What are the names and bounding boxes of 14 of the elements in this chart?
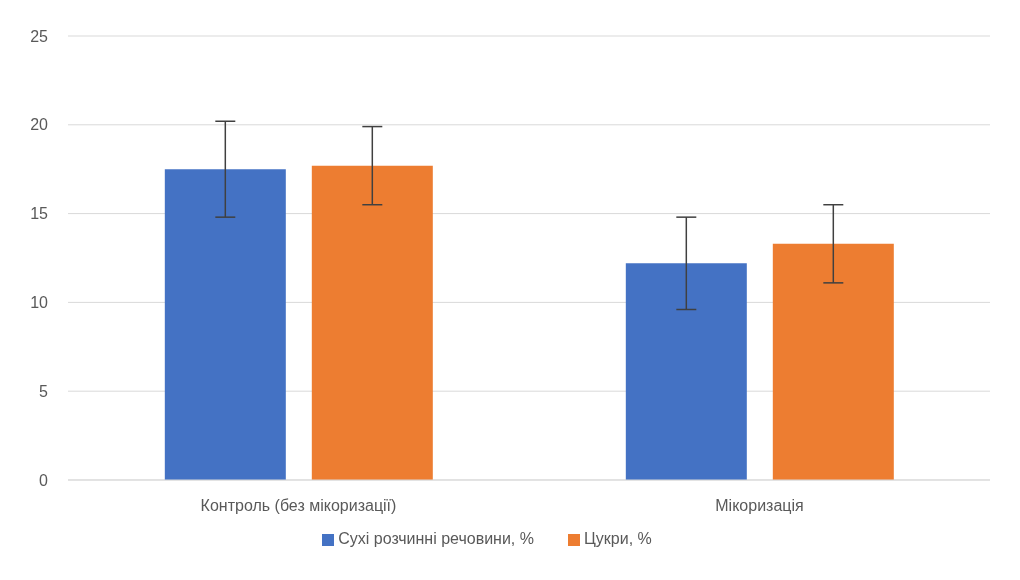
bar bbox=[772, 243, 894, 480]
legend-label: Сухі розчинні речовини, % bbox=[338, 530, 534, 547]
legend-label: Цукри, % bbox=[583, 530, 652, 547]
x-tick-label: Контроль (без мікоризації) bbox=[200, 497, 397, 515]
y-tick-label: 10 bbox=[30, 294, 49, 312]
x-tick-label: Мікоризація bbox=[715, 497, 804, 515]
y-tick-label: 20 bbox=[30, 116, 49, 134]
y-tick-label: 15 bbox=[30, 205, 49, 223]
bar bbox=[164, 169, 286, 480]
bar bbox=[625, 263, 747, 480]
y-tick-label: 5 bbox=[39, 382, 49, 400]
y-tick-label: 25 bbox=[30, 27, 49, 45]
bar bbox=[311, 165, 433, 480]
y-tick-label: 0 bbox=[39, 471, 49, 489]
